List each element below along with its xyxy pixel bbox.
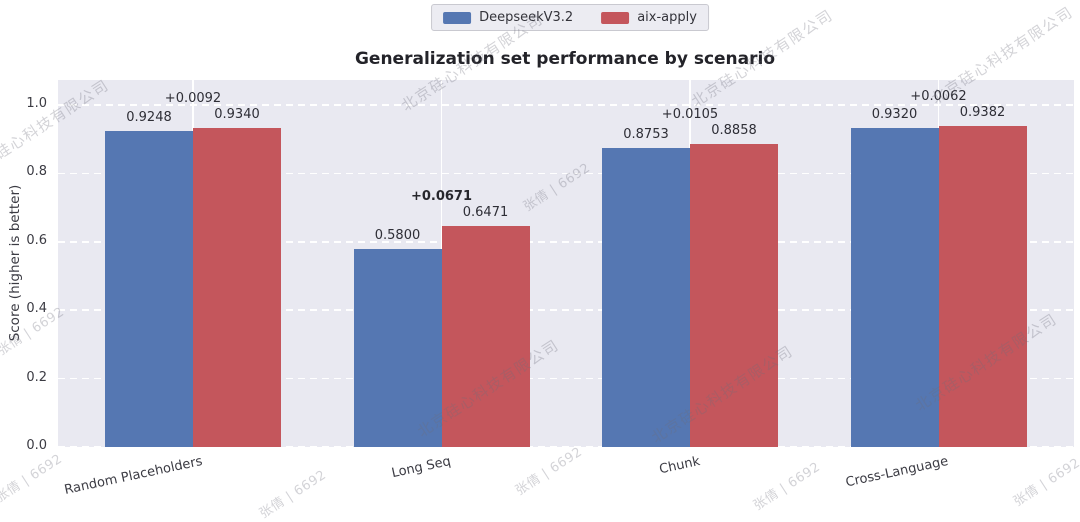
- watermark-text: 张倩 | 6692: [513, 444, 586, 499]
- x-tick-label-random-placeholders: Random Placeholders: [63, 454, 205, 498]
- gridline: [58, 309, 1074, 311]
- legend-label: DeepseekV3.2: [479, 10, 574, 25]
- x-tick-label-chunk: Chunk: [657, 454, 702, 478]
- watermark-text: 张倩 | 6692: [257, 467, 330, 522]
- bar-value-label: 0.8753: [623, 126, 669, 142]
- y-axis-label: Score (higher is better): [7, 184, 23, 342]
- gridline: [58, 172, 1074, 175]
- delta-label: +0.0062: [910, 89, 967, 105]
- bar-aix-apply-long-seq: [441, 225, 530, 447]
- bar-value-label: 0.6471: [462, 204, 509, 220]
- legend-swatch-aix-apply: [601, 11, 630, 24]
- gridline: [58, 104, 1074, 106]
- bar-aix-apply-chunk: [690, 144, 778, 447]
- bar-aix-apply-cross-language: [938, 126, 1027, 447]
- bar-value-label: 0.5800: [374, 227, 421, 243]
- x-tick-label-long-seq: Long Seq: [390, 454, 453, 482]
- bar-value-label: 0.9320: [871, 107, 918, 123]
- delta-label: +0.0092: [164, 90, 222, 106]
- legend-item-aix-apply: aix-apply: [601, 10, 697, 25]
- bar-deepseekv3-2-cross-language: [850, 128, 939, 447]
- bar-value-label: 0.8858: [711, 123, 757, 139]
- delta-label: +0.0671: [410, 188, 473, 204]
- y-tick-label: 0.0: [26, 438, 47, 453]
- delta-label: +0.0105: [661, 107, 719, 123]
- legend-swatch-deepseekv3-2: [443, 11, 472, 24]
- bar-value-label: 0.9340: [214, 106, 260, 122]
- bar-deepseekv3-2-long-seq: [353, 248, 442, 447]
- y-tick-label: 1.0: [26, 96, 47, 111]
- bar-value-label: 0.9382: [959, 105, 1006, 121]
- bar-value-label: 0.9248: [126, 109, 172, 125]
- watermark-text: 张倩 | 6692: [0, 451, 66, 506]
- gridline: [58, 241, 1074, 243]
- bar-aix-apply-random-placeholders: [193, 127, 281, 447]
- legend: DeepseekV3.2 aix-apply: [431, 4, 709, 31]
- watermark-text: 张倩 | 6692: [1011, 455, 1080, 510]
- watermark-text: 张倩 | 6692: [751, 459, 824, 514]
- gridline: [58, 446, 1074, 448]
- plot-area: 0.9248 0.5800 0.8753 0.9320 0.9340 0.6471 0.88…: [58, 80, 1074, 448]
- y-tick-label: 0.2: [26, 369, 47, 385]
- chart-title: Generalization set performance by scenar…: [354, 49, 776, 69]
- bar-deepseekv3-2-chunk: [602, 147, 690, 447]
- legend-label: aix-apply: [637, 10, 697, 25]
- y-tick-label: 0.8: [26, 164, 47, 180]
- gridline: [58, 377, 1074, 380]
- bar-deepseekv3-2-random-placeholders: [105, 130, 193, 447]
- y-tick-label: 0.4: [26, 301, 47, 317]
- x-tick-label-cross-language: Cross-Language: [844, 454, 950, 491]
- legend-item-deepseekv3-2: DeepseekV3.2: [443, 10, 573, 25]
- y-tick-label: 0.6: [26, 232, 47, 248]
